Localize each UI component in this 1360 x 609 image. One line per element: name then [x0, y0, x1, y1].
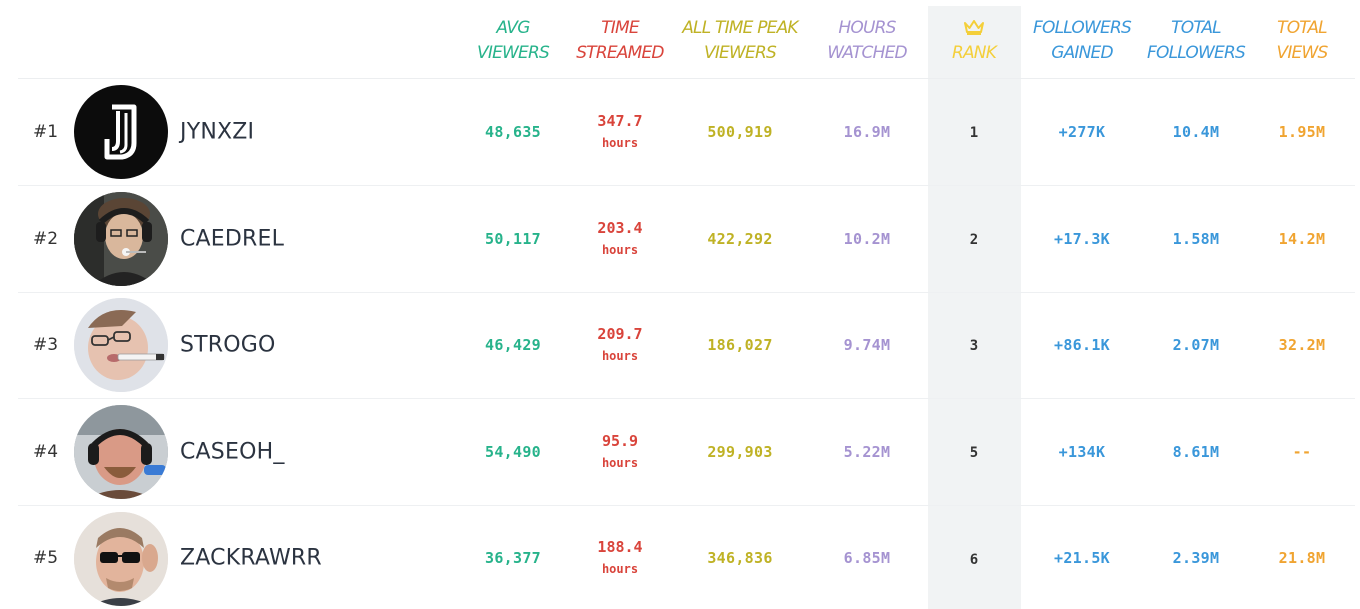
- followers-gained-value: +86.1K: [1054, 336, 1110, 354]
- avg-viewers-value: 46,429: [485, 336, 541, 354]
- time-streamed-value: 209.7: [597, 325, 643, 343]
- rank-value: 3: [969, 338, 979, 354]
- total-followers-value: 2.07M: [1172, 336, 1220, 354]
- row-position: #5: [33, 548, 59, 568]
- time-streamed-cell: 188.4 hours: [597, 536, 642, 580]
- total-views-value: --: [1292, 443, 1312, 461]
- streamer-name[interactable]: JYNXZI: [180, 119, 255, 145]
- row-position: #4: [33, 442, 59, 462]
- followers-gained-value: +17.3K: [1054, 230, 1110, 248]
- time-streamed-unit: hours: [601, 243, 639, 257]
- avg-viewers-value: 48,635: [485, 123, 541, 141]
- total-views-value: 32.2M: [1278, 336, 1326, 354]
- avg-viewers-value: 54,490: [485, 443, 541, 461]
- hours-watched-value: 16.9M: [843, 123, 891, 141]
- hours-watched-value: 5.22M: [843, 443, 891, 461]
- peak-viewers-value: 299,903: [707, 443, 773, 461]
- peak-viewers-value: 186,027: [707, 336, 773, 354]
- peak-viewers-value: 500,919: [707, 123, 773, 141]
- total-views-value: 1.95M: [1278, 123, 1326, 141]
- row-divider: [18, 505, 1355, 506]
- row-position: #2: [33, 229, 59, 249]
- row-position: #1: [33, 122, 59, 142]
- total-followers-value: 2.39M: [1172, 549, 1220, 567]
- time-streamed-unit: hours: [601, 456, 639, 470]
- header-rank[interactable]: RANK: [951, 43, 997, 63]
- time-streamed-value: 203.4: [597, 219, 643, 237]
- time-streamed-cell: 347.7 hours: [597, 110, 642, 154]
- followers-gained-value: +277K: [1058, 123, 1106, 141]
- header-total-views[interactable]: TOTAL VIEWS: [1276, 18, 1329, 63]
- total-followers-value: 10.4M: [1172, 123, 1220, 141]
- row-position: #3: [33, 335, 59, 355]
- crown-icon: [964, 20, 984, 35]
- caedrel-avatar[interactable]: [74, 192, 168, 286]
- header-avg-viewers[interactable]: AVG VIEWERS: [477, 18, 550, 63]
- strogo-avatar[interactable]: [74, 298, 168, 392]
- rank-value: 6: [969, 552, 979, 568]
- header-peak-viewers[interactable]: ALL TIME PEAK VIEWERS: [682, 18, 798, 63]
- zackrawrr-avatar[interactable]: [74, 512, 168, 606]
- header-time-streamed[interactable]: TIME STREAMED: [576, 18, 664, 63]
- avg-viewers-value: 36,377: [485, 549, 541, 567]
- rank-value: 2: [969, 232, 979, 248]
- streamer-name[interactable]: STROGO: [180, 332, 276, 358]
- jynxzi-logo-avatar[interactable]: [74, 85, 168, 179]
- followers-gained-value: +134K: [1058, 443, 1106, 461]
- row-divider: [18, 398, 1355, 399]
- hours-watched-value: 6.85M: [843, 549, 891, 567]
- hours-watched-value: 9.74M: [843, 336, 891, 354]
- total-views-value: 21.8M: [1278, 549, 1326, 567]
- hours-watched-value: 10.2M: [843, 230, 891, 248]
- time-streamed-value: 188.4: [597, 538, 643, 556]
- total-followers-value: 1.58M: [1172, 230, 1220, 248]
- time-streamed-unit: hours: [601, 136, 639, 150]
- time-streamed-value: 347.7: [597, 112, 643, 130]
- peak-viewers-value: 346,836: [707, 549, 773, 567]
- header-divider: [18, 78, 1355, 79]
- streamer-name[interactable]: ZACKRAWRR: [180, 545, 322, 571]
- caseoh-avatar[interactable]: [74, 405, 168, 499]
- rank-column-highlight: [928, 6, 1021, 609]
- total-followers-value: 8.61M: [1172, 443, 1220, 461]
- peak-viewers-value: 422,292: [707, 230, 773, 248]
- header-total-followers[interactable]: TOTAL FOLLOWERS: [1147, 18, 1246, 63]
- avg-viewers-value: 50,117: [485, 230, 541, 248]
- total-views-value: 14.2M: [1278, 230, 1326, 248]
- rank-value: 1: [969, 125, 979, 141]
- streamer-name[interactable]: CAEDREL: [180, 226, 285, 252]
- time-streamed-unit: hours: [601, 562, 639, 576]
- header-hours-watched[interactable]: HOURS WATCHED: [827, 18, 907, 63]
- time-streamed-cell: 203.4 hours: [597, 217, 642, 261]
- streamer-name[interactable]: CASEOH_: [180, 439, 285, 465]
- row-divider: [18, 292, 1355, 293]
- header-followers-gained[interactable]: FOLLOWERS GAINED: [1033, 18, 1132, 63]
- rank-value: 5: [969, 445, 979, 461]
- followers-gained-value: +21.5K: [1054, 549, 1110, 567]
- row-divider: [18, 185, 1355, 186]
- time-streamed-value: 95.9: [601, 432, 639, 450]
- time-streamed-cell: 209.7 hours: [597, 323, 642, 367]
- time-streamed-cell: 95.9 hours: [602, 430, 638, 474]
- time-streamed-unit: hours: [601, 349, 639, 363]
